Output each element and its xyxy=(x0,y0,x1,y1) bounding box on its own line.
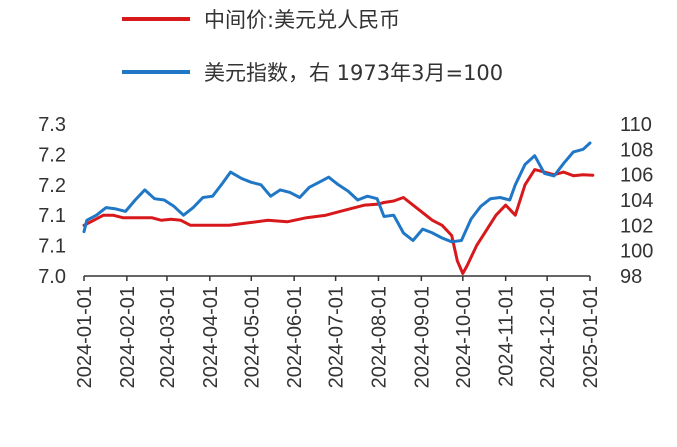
x-tick-label: 2024-12-01 xyxy=(537,286,559,388)
x-tick-label: 2024-07-01 xyxy=(326,286,348,388)
series-layer xyxy=(82,141,595,275)
x-tick-label: 2024-10-01 xyxy=(453,286,475,388)
axes: 2024-01-01 2024-02-01 2024-03-01 2024-04-01… xyxy=(38,114,653,388)
y-right-tick-label: 106 xyxy=(620,165,653,187)
x-tick-label: 2024-11-01 xyxy=(496,286,518,387)
x-tick-label: 2024-04-01 xyxy=(200,286,222,388)
y-right-tick-label: 104 xyxy=(620,190,653,212)
y-right-tick-label: 98 xyxy=(620,266,642,288)
x-tick-label: 2024-01-01 xyxy=(74,286,96,388)
x-tick-label: 2024-05-01 xyxy=(241,286,263,388)
x-tick-label: 2024-06-01 xyxy=(284,286,306,388)
series-line-cny-central-parity xyxy=(82,168,595,275)
y-left-tick-label: 7.2 xyxy=(38,144,66,166)
y-right-tick-label: 108 xyxy=(620,139,653,161)
x-tick-label: 2024-09-01 xyxy=(411,286,433,388)
legend-label-dxy: 美元指数，右 1973年3月=100 xyxy=(204,61,503,85)
x-tick-label: 2024-03-01 xyxy=(157,286,179,388)
x-tick-label: 2024-02-01 xyxy=(117,286,139,388)
series-line-dollar-index xyxy=(82,141,592,244)
legend-label-cny: 中间价:美元兑人民币 xyxy=(204,8,400,32)
y-right-tick-label: 100 xyxy=(620,241,653,263)
y-right-tick-label: 110 xyxy=(620,114,652,136)
y-left-tick-label: 7.1 xyxy=(38,236,66,258)
y-left-tick-label: 7.3 xyxy=(38,114,66,136)
y-left-tick-label: 7.2 xyxy=(38,175,66,197)
y-right-tick-label: 102 xyxy=(620,215,653,237)
x-tick-label: 2025-01-01 xyxy=(580,286,602,388)
y-left-tick-label: 7.0 xyxy=(38,266,66,288)
x-tick-label: 2024-08-01 xyxy=(368,286,390,388)
legend: 中间价:美元兑人民币 美元指数，右 1973年3月=100 xyxy=(122,8,503,85)
y-left-tick-label: 7.1 xyxy=(38,205,66,227)
